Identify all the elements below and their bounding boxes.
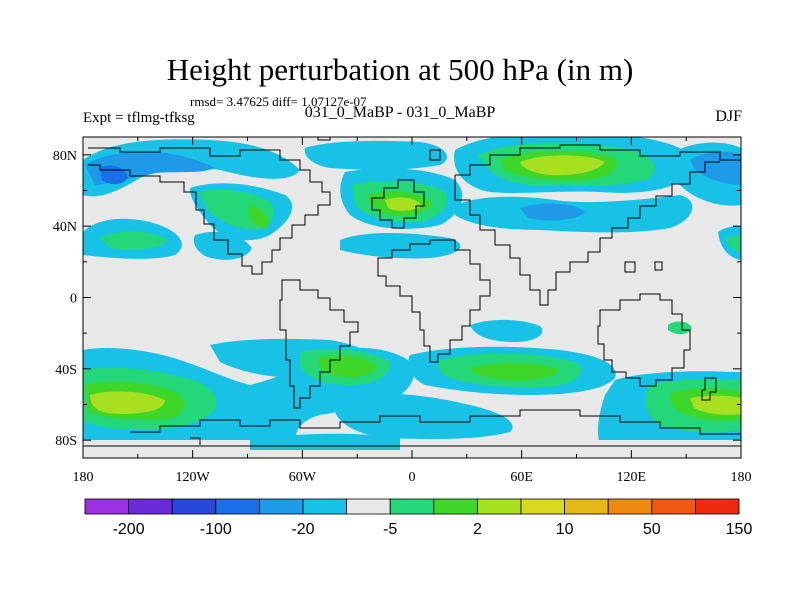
colorbar-swatch bbox=[128, 498, 173, 515]
colorbar-label: 50 bbox=[643, 521, 661, 538]
chart-title: Height perturbation at 500 hPa (in m) bbox=[166, 52, 634, 87]
axis-tick-labels: 180 120W 60W 0 60E 120E 180 80N 40N 0 40S 80S bbox=[53, 149, 752, 485]
colorbar-label: -20 bbox=[291, 521, 314, 538]
x-tick-label: 60W bbox=[289, 470, 317, 485]
colorbar-swatch bbox=[695, 498, 740, 515]
colorbar-label: -100 bbox=[200, 521, 232, 538]
colorbar-swatch bbox=[476, 498, 522, 515]
y-tick-label: 80N bbox=[53, 149, 77, 164]
stats-line: rmsd= 3.47625 diff= 1.07127e-07 bbox=[190, 94, 367, 109]
y-tick-label: 40S bbox=[55, 363, 77, 378]
colorbar-swatch bbox=[171, 498, 217, 515]
colorbar-label: 10 bbox=[556, 521, 574, 538]
colorbar-label: 150 bbox=[726, 521, 753, 538]
y-tick-label: 80S bbox=[55, 434, 77, 449]
contour-arctic-negative bbox=[83, 137, 741, 260]
case-pair-label: 031_0_MaBP - 031_0_MaBP bbox=[304, 104, 496, 121]
x-tick-label: 180 bbox=[731, 470, 752, 485]
x-tick-label: 120E bbox=[617, 470, 647, 485]
colorbar-swatch bbox=[564, 498, 609, 515]
colorbar-swatch bbox=[651, 498, 696, 515]
colorbar-swatch bbox=[84, 498, 129, 515]
colorbar-labels: -200 -100 -20 -5 2 10 50 150 bbox=[113, 521, 753, 538]
colorbar-swatch bbox=[346, 498, 391, 515]
colorbar-swatch bbox=[258, 498, 304, 515]
colorbar-label: -200 bbox=[113, 521, 145, 538]
y-tick-label: 0 bbox=[70, 292, 77, 307]
colorbar-swatch bbox=[433, 498, 478, 515]
x-tick-label: 120W bbox=[176, 470, 211, 485]
y-tick-label: 40N bbox=[53, 220, 77, 235]
season-label: DJF bbox=[715, 108, 742, 125]
colorbar-swatch bbox=[302, 498, 347, 515]
colorbar-swatch bbox=[389, 498, 435, 515]
x-tick-label: 180 bbox=[73, 470, 94, 485]
colorbar-swatch bbox=[607, 498, 653, 515]
coastlines bbox=[83, 137, 741, 447]
contour-southern-belt bbox=[83, 338, 741, 458]
colorbar-swatch bbox=[520, 498, 565, 515]
axis-ticks bbox=[82, 137, 742, 458]
x-tick-label: 0 bbox=[409, 470, 416, 485]
x-tick-label: 60E bbox=[510, 470, 533, 485]
colorbar-label: -5 bbox=[383, 521, 397, 538]
colorbar-swatch bbox=[215, 498, 260, 515]
colorbar bbox=[84, 498, 740, 515]
colorbar-label: 2 bbox=[473, 521, 482, 538]
experiment-label: Expt = tflmg-tfksg bbox=[83, 110, 195, 126]
